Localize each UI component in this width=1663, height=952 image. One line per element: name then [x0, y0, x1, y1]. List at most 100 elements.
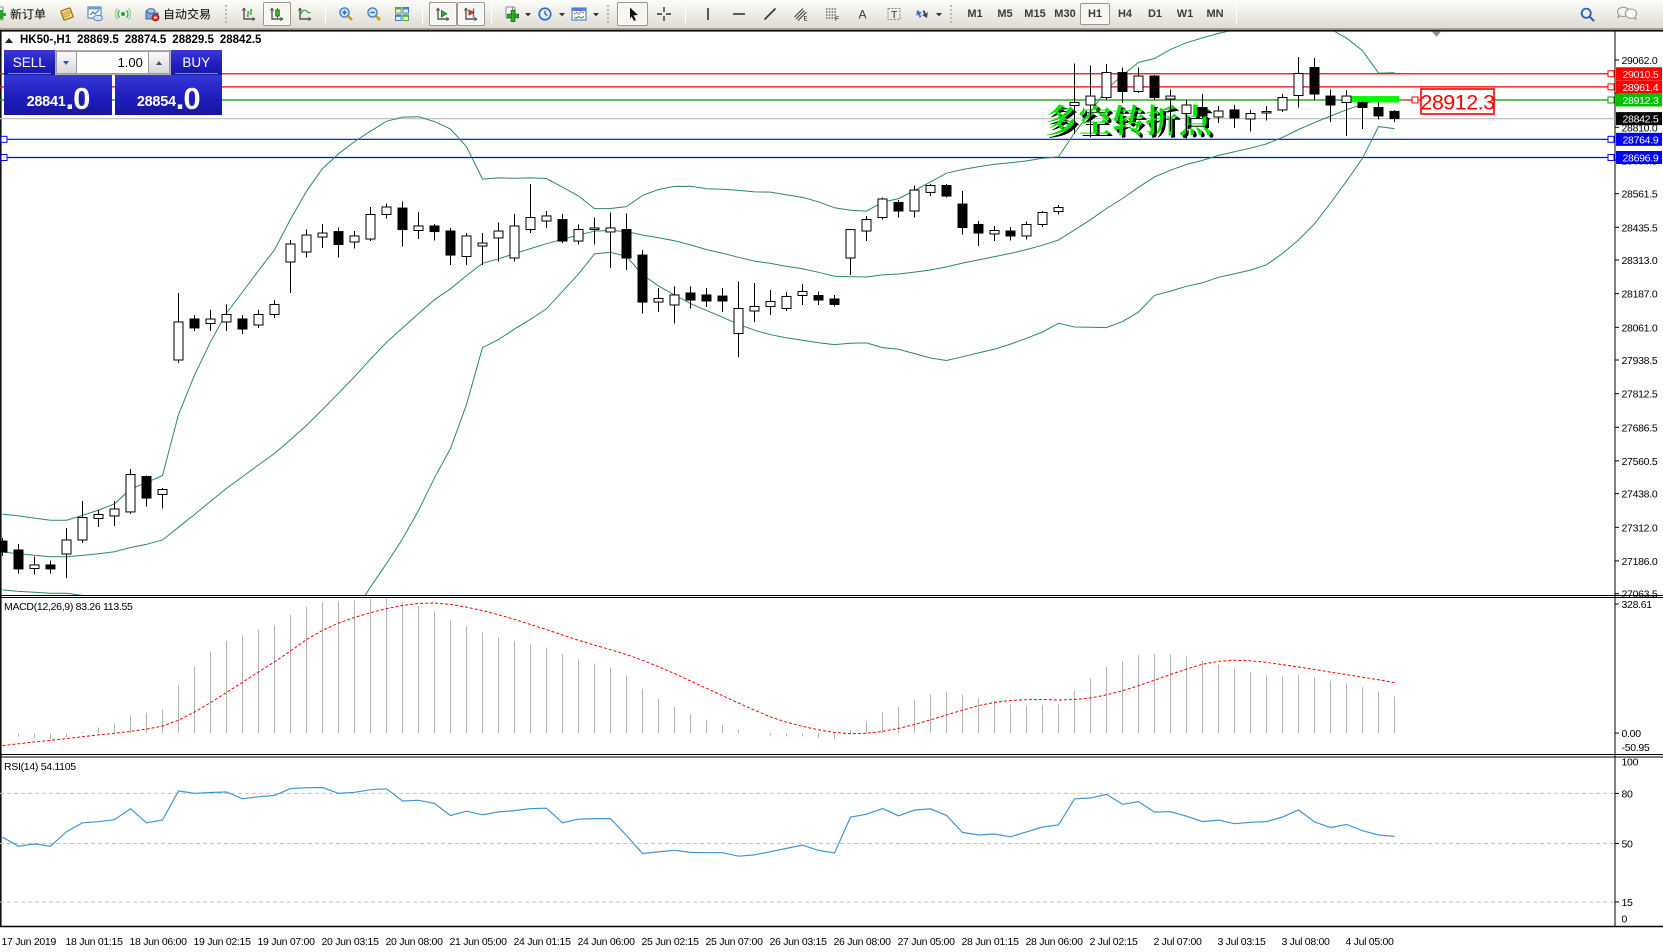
signals-button[interactable]	[109, 2, 137, 26]
time-tick-label: 17 Jun 2019	[2, 936, 57, 948]
arrow-tools-button[interactable]	[909, 2, 943, 26]
scroll-to-end-icon[interactable]	[1432, 31, 1441, 38]
toolbar-icon-shape	[121, 12, 125, 16]
chart-shift-button[interactable]	[457, 2, 485, 26]
sell-button[interactable]: SELL	[4, 50, 55, 75]
candlestick-chart-button[interactable]	[263, 2, 291, 26]
search-button[interactable]	[1573, 2, 1601, 26]
price-badge: 28961.4	[1616, 80, 1662, 94]
candle-body	[573, 229, 584, 242]
timeframe-h4-button[interactable]: H4	[1117, 8, 1133, 20]
cursor-button[interactable]	[617, 2, 648, 26]
timeframe-m5-button[interactable]: M5	[997, 8, 1013, 20]
price-tag[interactable]: 28912.3	[1402, 88, 1496, 115]
time-tick-label: 19 Jun 07:00	[258, 936, 316, 948]
volume-decrease-button[interactable]	[55, 51, 78, 74]
price-badge-label: 28842.5	[1623, 114, 1659, 126]
price-tick-label: 27063.5	[1622, 589, 1658, 601]
toolbar-icon-shape	[297, 7, 312, 22]
candle-body	[1037, 211, 1048, 225]
toolbar-icon-shape	[60, 7, 74, 21]
timeframe-mn-button[interactable]: MN	[1206, 8, 1224, 20]
buy-button[interactable]: BUY	[170, 50, 222, 75]
indicators-button[interactable]	[498, 2, 532, 26]
line-chart-icon	[297, 6, 313, 22]
autotrading-button[interactable]	[137, 2, 218, 26]
channel-button[interactable]: E	[785, 2, 816, 26]
text-button[interactable]: A	[847, 2, 878, 26]
crosshair-button[interactable]	[648, 2, 679, 26]
tile-windows-button[interactable]	[388, 2, 416, 26]
rsi-axis-label: 80	[1622, 788, 1634, 800]
time-tick-label: 24 Jun 06:00	[578, 936, 636, 948]
candle-body	[541, 215, 552, 222]
new-order-button[interactable]	[0, 2, 53, 26]
timeframe-h1-button[interactable]: H1	[1080, 3, 1110, 25]
toolbar-separator	[325, 4, 326, 24]
level-lines	[0, 70, 1615, 161]
chat-button[interactable]	[1613, 2, 1641, 26]
volume-input[interactable]	[77, 51, 148, 74]
fibonacci-button[interactable]: F	[816, 2, 847, 26]
candle-body	[29, 564, 40, 570]
toolbar-separator	[685, 4, 686, 24]
toolbar-icon-shape	[342, 10, 347, 15]
templates-button[interactable]	[566, 2, 600, 26]
candle-body	[157, 489, 168, 495]
buy-price[interactable]: 28854.0	[114, 74, 222, 115]
highlight-rect[interactable]	[1344, 96, 1400, 103]
zoom-in-button[interactable]	[332, 2, 360, 26]
toolbar-icon-shape	[915, 10, 922, 18]
candle-body	[1245, 113, 1256, 120]
sell-price[interactable]: 28841.0	[4, 74, 112, 115]
zoom-out-button[interactable]	[360, 2, 388, 26]
candle-body	[701, 294, 712, 302]
bar-chart-button[interactable]	[235, 2, 263, 26]
time-tick-label: 26 Jun 08:00	[834, 936, 892, 948]
price-badge: 29010.5	[1616, 67, 1662, 81]
horizontal-line-button[interactable]	[723, 2, 754, 26]
volume-increase-button[interactable]	[147, 51, 170, 74]
autotrading-label	[165, 8, 210, 20]
new-chart-button[interactable]	[81, 2, 109, 26]
timeframe-m1-button[interactable]: M1	[967, 8, 983, 20]
quotes-window-button[interactable]	[53, 2, 81, 26]
vertical-line-button[interactable]	[692, 2, 723, 26]
price-tick-label: 29062.0	[1622, 55, 1658, 67]
timeframe-d1-button[interactable]: D1	[1147, 8, 1163, 20]
time-axis[interactable]: 17 Jun 2019 18 Jun 01:15 18 Jun 06:00 19 Ju…	[2, 936, 1395, 948]
timeframe-m15-button[interactable]: M15	[1024, 8, 1046, 20]
chart-shift-icon	[463, 6, 479, 22]
line-chart-button[interactable]	[291, 2, 319, 26]
candle-body	[1133, 75, 1144, 93]
toolbar-icon-shape	[269, 7, 284, 22]
candle-body	[685, 292, 696, 301]
timeframe-w1-button[interactable]: W1	[1176, 8, 1194, 20]
toolbar-icon-shape	[921, 10, 928, 18]
toolbar-icon-shape	[246, 9, 253, 17]
toolbar-grip[interactable]	[605, 3, 612, 25]
caret-down-icon	[63, 60, 70, 65]
toolbar-icon-shape	[10, 8, 46, 20]
auto-scroll-button[interactable]	[429, 2, 457, 26]
toolbar-grip[interactable]	[948, 3, 955, 25]
toolbar-icon-shape	[435, 7, 450, 22]
periods-button[interactable]	[532, 2, 566, 26]
toolbar-icon-shape	[60, 7, 74, 21]
toolbar-grip[interactable]	[223, 3, 230, 25]
trendline-button[interactable]	[754, 2, 785, 26]
annotation-text[interactable]: 多空转折点	[1046, 104, 1214, 138]
toolbar-icon-shape	[732, 13, 745, 15]
horizontal-line-icon	[731, 6, 747, 22]
toolbar-icon-shape	[1624, 8, 1637, 20]
search-icon	[1579, 6, 1596, 23]
price-tag-label: 28912.3	[1420, 91, 1495, 115]
price-tick-label: 28313.0	[1622, 255, 1658, 267]
text-label-button[interactable]: T	[878, 2, 909, 26]
timeframe-m30-button[interactable]: M30	[1054, 8, 1076, 20]
toolbar-icon-shape	[915, 10, 928, 18]
collapse-triangle-icon[interactable]	[5, 37, 13, 43]
candle-body	[189, 318, 200, 329]
